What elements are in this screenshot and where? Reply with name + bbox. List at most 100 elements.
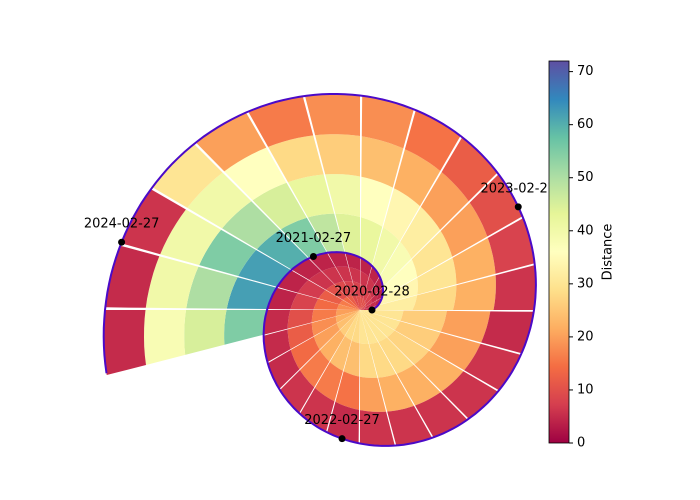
wedge-cell <box>372 295 418 310</box>
annotation-label: 2022-02-27 <box>304 413 380 428</box>
wedge-cell <box>330 336 352 371</box>
spiral-edge <box>102 93 537 447</box>
colorbar-tick-label: 50 <box>577 170 594 185</box>
wedge-cell <box>222 201 280 250</box>
wedge-cell <box>440 310 491 343</box>
wedge-cell <box>325 284 348 300</box>
colorbar-tick-label: 10 <box>577 382 594 397</box>
wedge-cell <box>267 287 298 310</box>
wedge-cell <box>187 172 252 229</box>
wedge-cell <box>311 316 337 337</box>
wedge-cell <box>360 376 387 412</box>
wedge-cell <box>340 310 360 336</box>
wedge-cell <box>361 136 404 188</box>
wedge-cell <box>336 310 360 330</box>
wedge-cell <box>361 176 393 227</box>
wedge-cell <box>360 296 363 310</box>
wedge-cell <box>226 277 277 309</box>
wedge-cell <box>360 217 383 266</box>
wedge-cell <box>469 174 523 237</box>
wedge-cell <box>345 252 360 271</box>
wedge-cell <box>277 270 309 293</box>
colorbar-tick-label: 30 <box>577 276 594 291</box>
wedge-cell <box>369 285 378 299</box>
wedge-cell <box>453 275 496 310</box>
wedge-cell <box>335 371 360 410</box>
annotation-point <box>309 252 317 260</box>
wedge-cell <box>144 310 186 365</box>
wedge-cell <box>452 238 496 285</box>
wedge-cell <box>252 182 307 230</box>
wedge-cell <box>291 258 322 280</box>
wedge-cell <box>315 134 360 177</box>
wedge-cell <box>360 310 369 344</box>
wedge-cell <box>360 310 387 342</box>
wedge-cell <box>378 373 414 412</box>
wedge-cell <box>347 295 360 310</box>
wedge-cell <box>387 330 429 365</box>
wedge-cell <box>369 266 380 285</box>
annotation-label: 2021-02-27 <box>276 231 352 246</box>
wedge-cell <box>417 257 457 295</box>
wedge-cell <box>365 298 372 307</box>
colorbar-tick-label: 40 <box>577 223 594 238</box>
wedge-cell <box>305 94 360 136</box>
colorbar-fill <box>548 60 570 444</box>
wedge-cell <box>248 96 314 147</box>
colorbar: 0 10 20 30 40 50 60 70 <box>548 60 594 451</box>
wedge-cell <box>351 295 360 310</box>
wedge-cell <box>363 307 369 310</box>
wedge-cell <box>327 401 359 444</box>
wedge-cell <box>103 310 146 375</box>
wedge-cell <box>414 350 464 392</box>
wedge-cell <box>379 241 412 288</box>
spiral-wedges <box>103 94 536 446</box>
wedge-cell <box>363 288 370 302</box>
wedge-cell <box>352 281 360 297</box>
wedge-cell <box>267 349 300 389</box>
wedge-cell <box>297 280 326 299</box>
annotation-point <box>368 306 376 314</box>
wedge-cell <box>335 266 353 282</box>
wedge-cell <box>320 330 345 362</box>
annotation-label: 2020-02-28 <box>334 285 410 300</box>
wedge-cell <box>263 310 291 335</box>
wedge-cell <box>313 323 340 350</box>
wedge-cell <box>360 310 378 344</box>
wedge-cell <box>336 304 360 310</box>
wedge-cell <box>360 304 366 310</box>
colorbar-label: Distance <box>601 224 616 281</box>
wedge-cell <box>366 277 375 294</box>
wedge-cell <box>290 336 320 370</box>
wedge-cell <box>343 340 360 377</box>
wedge-cell <box>360 283 366 299</box>
colorbar-tick-label: 20 <box>577 329 594 344</box>
wedge-cell <box>373 297 382 307</box>
wedge-cell <box>360 270 369 288</box>
wedge-cell <box>238 250 292 287</box>
wedge-cell <box>299 350 330 388</box>
annotations: 2020-02-28 2021-02-27 2022-02-27 2023-02-27… <box>84 181 556 443</box>
wedge-cell <box>199 229 257 276</box>
wedge-cell <box>334 281 352 298</box>
wedge-cell <box>186 266 238 309</box>
wedge-cell <box>360 299 365 310</box>
wedge-cell <box>288 174 335 218</box>
wedge-cell <box>364 293 372 305</box>
wedge-cell <box>429 332 481 371</box>
wedge-cell <box>369 300 377 308</box>
wedge-cell <box>311 310 337 323</box>
wedge-cell <box>343 281 357 296</box>
wedge-cell <box>387 405 432 446</box>
wedge-cell <box>325 174 360 217</box>
wedge-cell <box>360 301 366 310</box>
wedge-cell <box>105 245 160 308</box>
wedge-cell <box>420 172 469 230</box>
wedge-cell <box>493 265 536 310</box>
wedge-cell <box>307 213 345 253</box>
wedge-cell <box>224 147 287 201</box>
wedge-cell <box>441 371 498 419</box>
wedge-cell <box>440 202 488 257</box>
wedge-cell <box>184 310 227 355</box>
